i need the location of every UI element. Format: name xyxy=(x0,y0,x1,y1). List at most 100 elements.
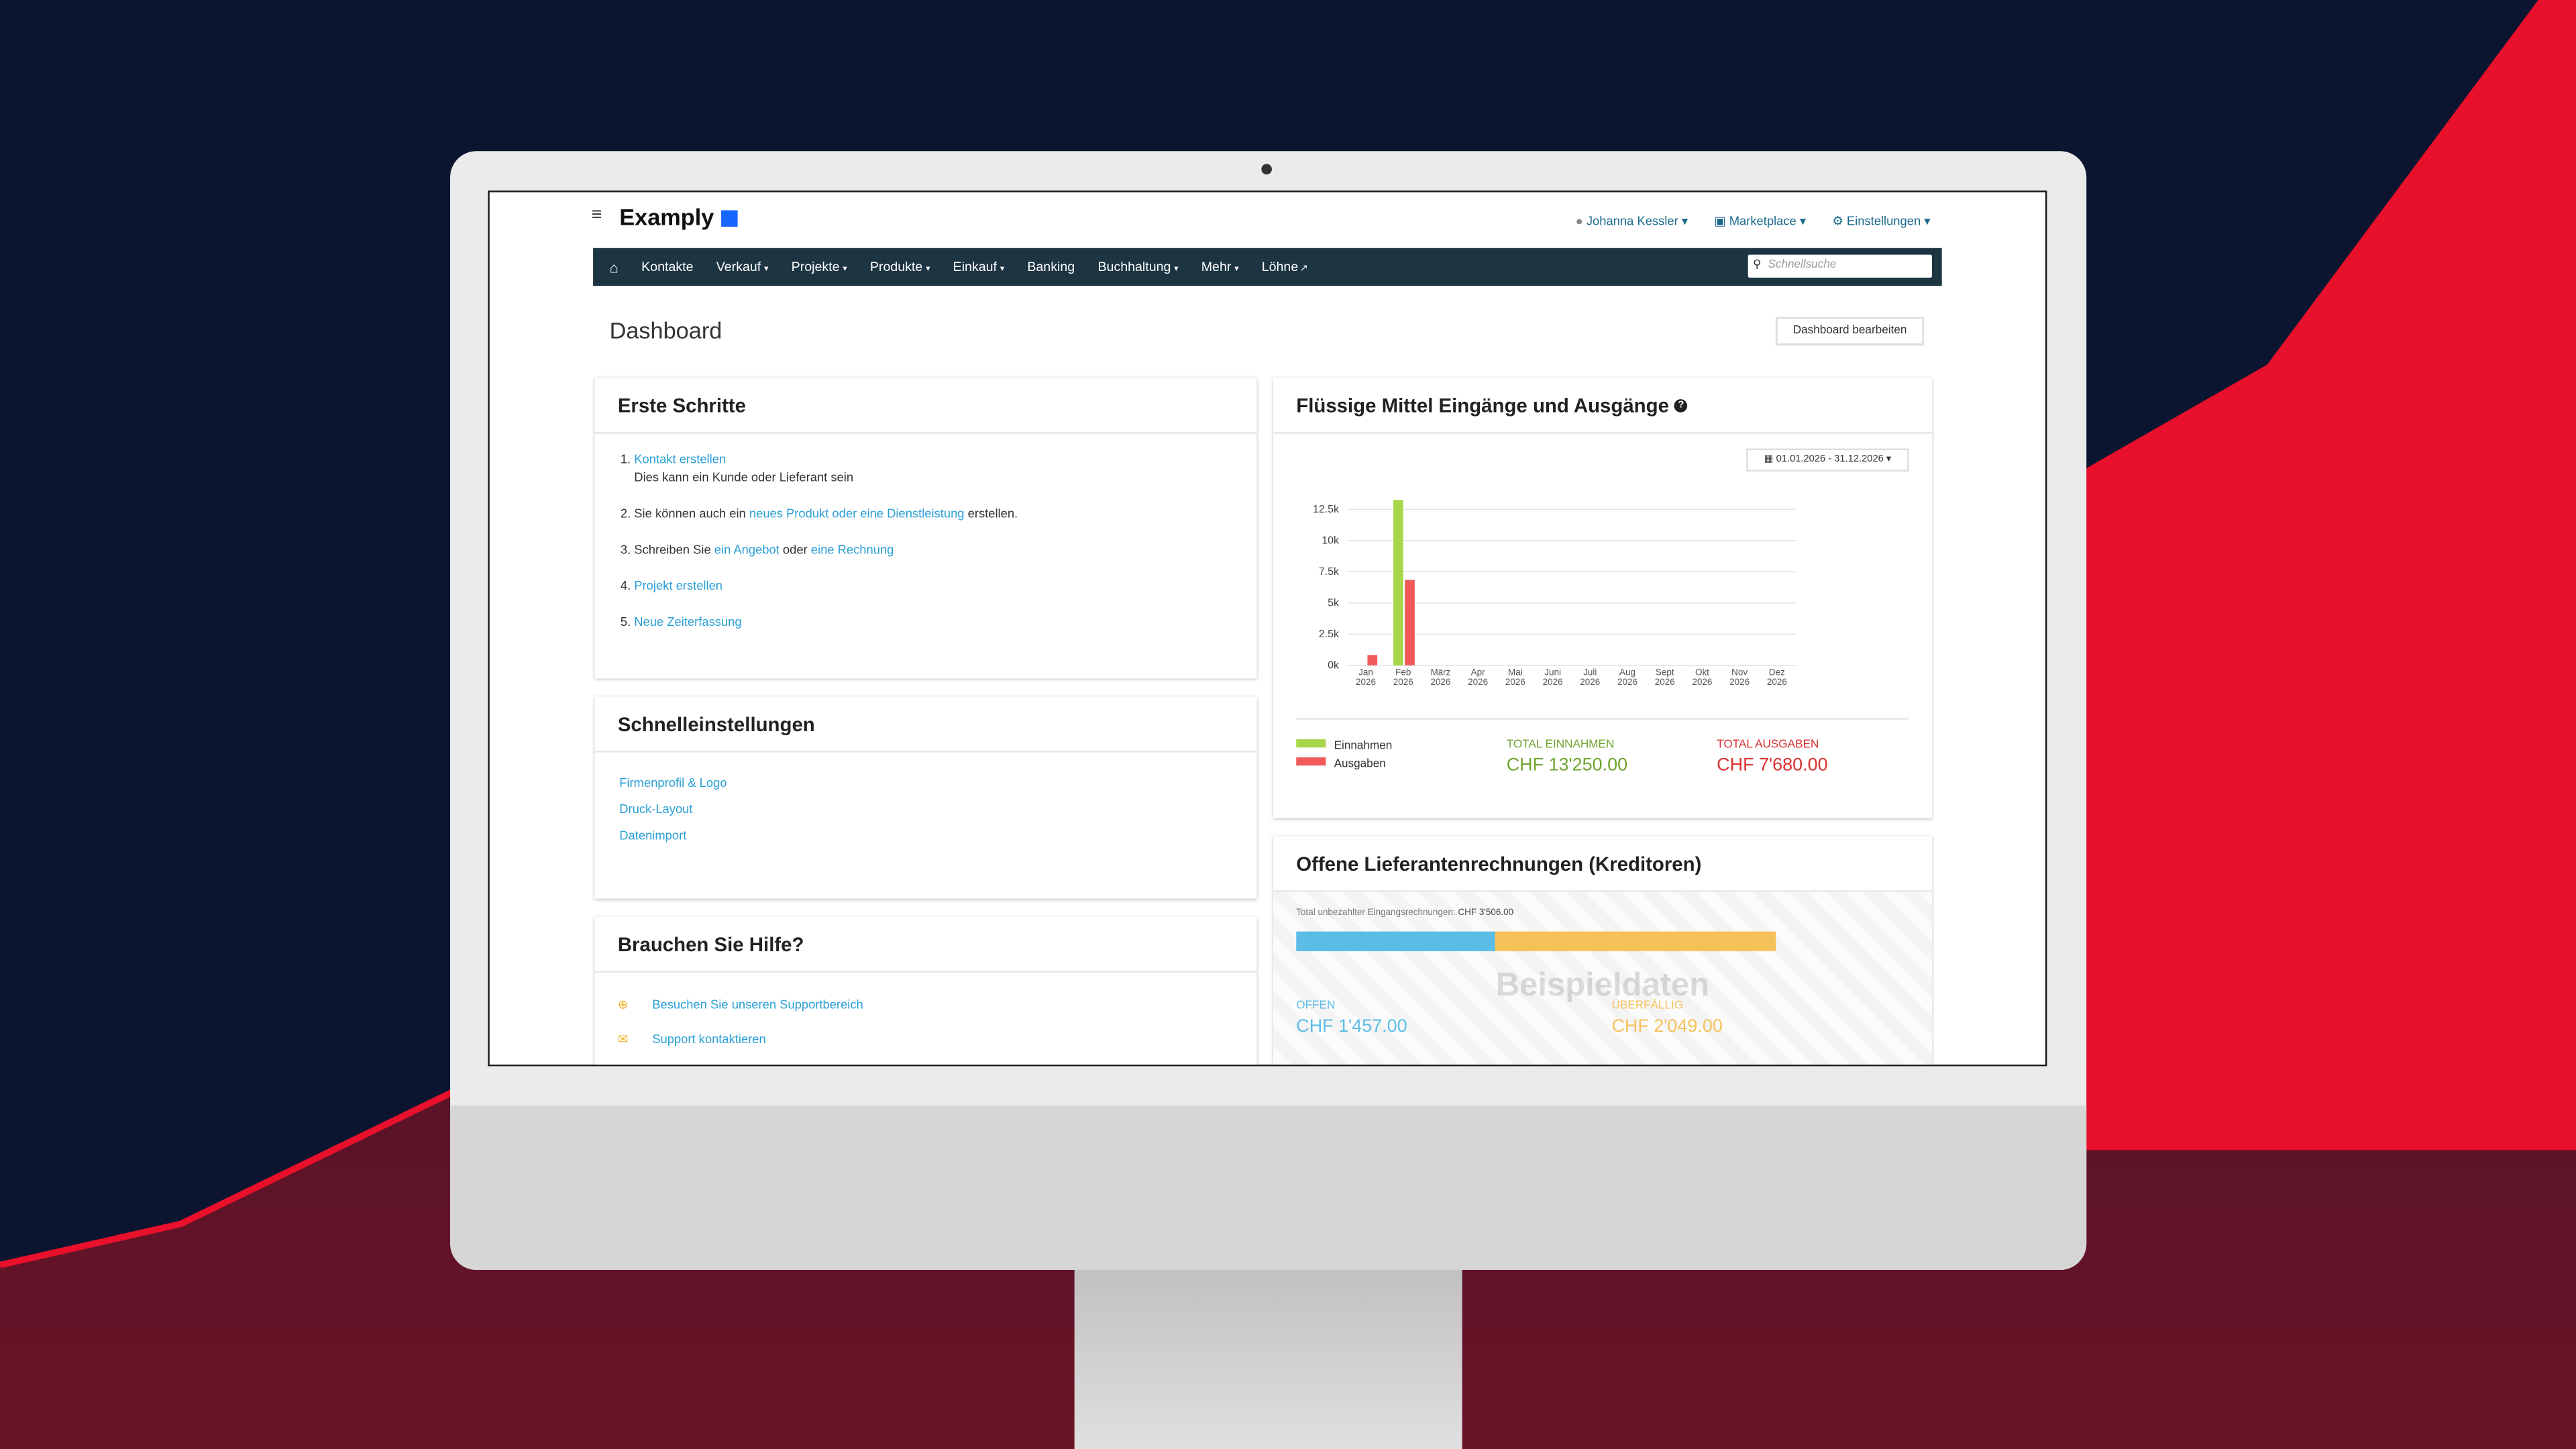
step-text: Sie können auch ein xyxy=(634,506,749,521)
card-title: Flüssige Mittel Eingänge und Ausgänge ? xyxy=(1296,394,1688,418)
nav-item[interactable]: Mehr ▾ xyxy=(1201,260,1239,274)
search-box[interactable]: ⚲ Schnellsuche xyxy=(1748,254,1933,278)
legend-label: Ausgaben xyxy=(1334,759,1386,771)
step-link[interactable]: ein Angebot xyxy=(714,542,780,557)
nav-item[interactable]: Kontakte xyxy=(641,260,693,274)
chart-title: Flüssige Mittel Eingänge und Ausgänge xyxy=(1296,394,1669,418)
marketplace-menu[interactable]: ▣ Marketplace ▾ xyxy=(1714,213,1807,229)
creditor-label: ÜBERFÄLLIG xyxy=(1611,1000,1684,1012)
y-tick-label: 2.5k xyxy=(1319,629,1339,640)
card-creditors: Offene Lieferantenrechnungen (Kreditoren… xyxy=(1273,836,1933,1065)
nav-item[interactable]: Produkte ▾ xyxy=(870,260,930,274)
y-tick-label: 0k xyxy=(1328,660,1339,672)
nav-item[interactable]: Verkauf ▾ xyxy=(716,260,769,274)
nav-item[interactable]: Buchhaltung ▾ xyxy=(1097,260,1178,274)
user-menu[interactable]: ● Johanna Kessler ▾ xyxy=(1575,213,1688,229)
creditor-value: CHF 1'457.00 xyxy=(1296,1016,1407,1037)
logo[interactable]: Examply xyxy=(619,203,714,230)
quick-link[interactable]: Datenimport xyxy=(619,828,687,843)
nav-label: Einkauf xyxy=(953,259,997,274)
step: Projekt erstellen xyxy=(634,577,1018,595)
total-value: CHF 7'680.00 xyxy=(1717,755,1828,775)
top-right: ● Johanna Kessler ▾ ▣ Marketplace ▾ ⚙ Ei… xyxy=(1475,213,1931,229)
step-link[interactable]: Kontakt erstellen xyxy=(634,451,727,467)
total-label: TOTAL AUSGABEN xyxy=(1717,739,1819,751)
nav-item[interactable]: Einkauf ▾ xyxy=(953,260,1004,274)
y-tick-label: 12.5k xyxy=(1313,504,1339,515)
x-tick-label: Aug 2026 xyxy=(1617,668,1638,688)
legend: Einnahmen Ausgaben xyxy=(1296,738,1392,774)
home-icon[interactable]: ⌂ xyxy=(609,258,619,276)
x-tick-label: Nov 2026 xyxy=(1729,668,1750,688)
y-tick-label: 7.5k xyxy=(1319,566,1339,578)
total-value: CHF 3'506.00 xyxy=(1458,908,1514,918)
step-link[interactable]: Projekt erstellen xyxy=(634,578,723,594)
search-placeholder: Schnellsuche xyxy=(1768,259,1837,272)
caret: ▾ xyxy=(1000,264,1005,274)
card-title: Offene Lieferantenrechnungen (Kreditoren… xyxy=(1296,853,1702,876)
legend-label: Einnahmen xyxy=(1334,741,1393,753)
quick-link[interactable]: Druck-Layout xyxy=(619,802,693,817)
nav-label: Produkte xyxy=(869,259,923,274)
nav-label: Kontakte xyxy=(641,259,694,274)
caret: ▾ xyxy=(764,264,769,274)
legend-swatch xyxy=(1296,757,1326,766)
edit-button[interactable]: Dashboard bearbeiten xyxy=(1776,317,1924,345)
x-tick-label: Juli 2026 xyxy=(1580,668,1601,688)
creditor-value: CHF 2'049.00 xyxy=(1611,1016,1723,1037)
step: Schreiben Sie ein Angebot oder eine Rech… xyxy=(634,541,1018,559)
nav-item[interactable]: Projekte ▾ xyxy=(792,260,847,274)
legend-swatch xyxy=(1296,739,1326,748)
help-row: ⊕ Besuchen Sie unseren Supportbereich xyxy=(618,987,888,1022)
x-tick-label: Mai 2026 xyxy=(1505,668,1525,688)
nav-item[interactable]: Löhne ↗ xyxy=(1262,260,1308,274)
x-tick-label: Dez 2026 xyxy=(1766,668,1787,688)
help-link[interactable]: Besuchen Sie unseren Supportbereich xyxy=(652,997,863,1012)
help-links: ⊕ Besuchen Sie unseren Supportbereich ✉ Sup… xyxy=(618,987,888,1065)
settings-menu[interactable]: ⚙ Einstellungen ▾ xyxy=(1832,213,1931,229)
external-icon: ↗ xyxy=(1299,264,1309,274)
marketplace: Marketplace xyxy=(1729,213,1796,229)
nav-item[interactable]: Banking xyxy=(1027,260,1075,274)
creditor-bar xyxy=(1495,931,1776,951)
step-text: Schreiben Sie xyxy=(634,542,714,557)
date-picker[interactable]: ▦ 01.01.2026 - 31.12.2026 ▾ xyxy=(1746,448,1909,472)
menu-icon[interactable]: ≡ xyxy=(591,205,602,225)
x-tick-label: Jan 2026 xyxy=(1356,668,1377,688)
steps-list: Kontakt erstellen Dies kann ein Kunde ode… xyxy=(595,450,1018,649)
bar xyxy=(1393,500,1403,665)
nav-label: Projekte xyxy=(791,259,840,274)
legend-item: Einnahmen xyxy=(1296,738,1392,756)
y-tick-label: 10k xyxy=(1322,535,1339,547)
screen: ≡ Examply ● Johanna Kessler ▾ ▣ Marketpl… xyxy=(488,191,2047,1067)
step: Neue Zeiterfassung xyxy=(634,612,1018,631)
card-title: Brauchen Sie Hilfe? xyxy=(617,933,804,957)
step-text: oder xyxy=(779,542,811,557)
date-range: 01.01.2026 - 31.12.2026 xyxy=(1776,455,1884,466)
x-tick-label: Apr 2026 xyxy=(1468,668,1489,688)
step-text: erstellen. xyxy=(964,506,1018,521)
total-label: TOTAL EINNAHMEN xyxy=(1506,739,1615,751)
step-link[interactable]: eine Rechnung xyxy=(810,542,894,557)
creditor-bar xyxy=(1296,931,1496,951)
x-tick-label: Juni 2026 xyxy=(1542,668,1563,688)
x-tick-label: Feb 2026 xyxy=(1393,668,1413,688)
step-link[interactable]: Neue Zeiterfassung xyxy=(634,614,742,629)
y-tick-label: 5k xyxy=(1328,598,1339,609)
logo-mark xyxy=(721,210,738,227)
help-row: ▭An Live-Präsentation (Webinar) teilnehm… xyxy=(618,1057,888,1065)
help-icon: ⊕ xyxy=(617,997,629,1012)
caret: ▾ xyxy=(843,264,847,274)
nav-label: Buchhaltung xyxy=(1097,259,1171,274)
nav-label: Löhne xyxy=(1261,259,1299,274)
card-quick-settings: Schnelleinstellungen Firmenprofil & Logo… xyxy=(594,696,1257,899)
card-cashflow: Flüssige Mittel Eingänge und Ausgänge ? … xyxy=(1273,378,1933,818)
chart: 0k 2.5k 5k 7.5k 10k 12.5k xyxy=(1313,500,1796,672)
help-link[interactable]: Support kontaktieren xyxy=(652,1031,766,1047)
quick-link[interactable]: Firmenprofil & Logo xyxy=(619,775,727,790)
page-title: Dashboard xyxy=(609,317,722,343)
step-link[interactable]: neues Produkt oder eine Dienstleistung xyxy=(749,506,965,521)
quick-links: Firmenprofil & Logo Druck-Layout Datenimpo… xyxy=(619,771,727,850)
